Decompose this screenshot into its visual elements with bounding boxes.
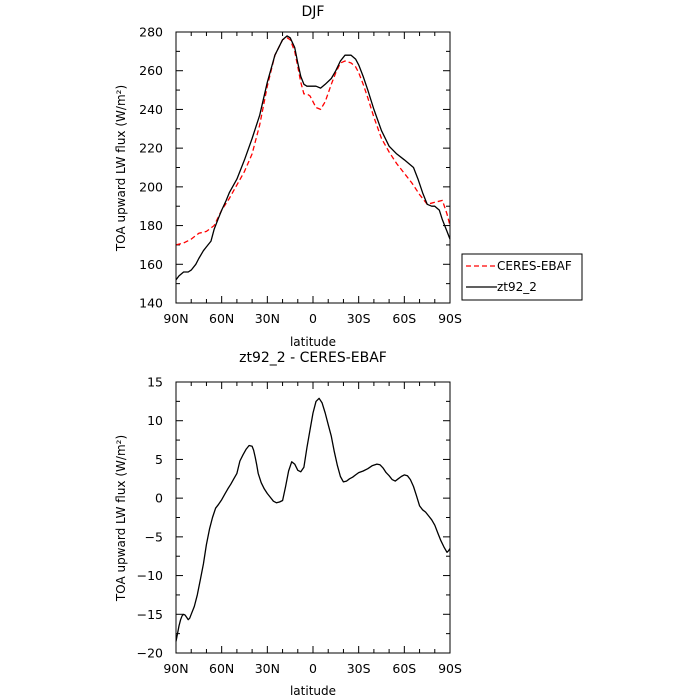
bottom-xtick-label: 90S — [438, 661, 462, 676]
bottom-xtick-label: 90N — [163, 661, 188, 676]
bottom-xtick-label: 60S — [392, 661, 416, 676]
top-series-line-1 — [175, 37, 451, 246]
top-ytick-label: 220 — [139, 141, 163, 156]
top-ytick-label: 240 — [139, 102, 163, 117]
top-xtick-label: 30N — [255, 311, 280, 326]
top-panel-xlabel: latitude — [290, 335, 336, 349]
top-ytick-label: 260 — [139, 63, 163, 78]
bottom-xtick-label: 0 — [309, 661, 317, 676]
top-xtick-label: 30S — [347, 311, 371, 326]
bottom-ytick-label: 10 — [147, 413, 163, 428]
top-ytick-label: 200 — [139, 179, 163, 194]
top-ytick-label: 180 — [139, 218, 163, 233]
bottom-xtick-label: 30N — [255, 661, 280, 676]
top-ytick-label: 160 — [139, 257, 163, 272]
top-xtick-label: 90S — [438, 311, 462, 326]
top-series-line-2 — [175, 35, 451, 281]
bottom-ytick-label: 15 — [147, 375, 163, 390]
legend-box — [461, 253, 583, 301]
bottom-panel: zt92_2 - CERES-EBAF 90N 60N 30N 0 30S 60S 90S −… — [114, 350, 462, 698]
bottom-panel-title: zt92_2 - CERES-EBAF — [239, 350, 387, 366]
legend-label-ceres: CERES-EBAF — [497, 259, 572, 273]
bottom-ytick-label: −20 — [137, 646, 163, 661]
bottom-panel-xlabel: latitude — [290, 684, 336, 698]
bottom-panel-frame — [175, 381, 451, 654]
top-xtick-label: 90N — [163, 311, 188, 326]
bottom-xtick-label: 30S — [347, 661, 371, 676]
bottom-ytick-label: −15 — [137, 607, 163, 622]
bottom-ytick-label: −10 — [137, 568, 163, 583]
bottom-ytick-label: −5 — [145, 529, 163, 544]
bottom-xtick-label: 60N — [209, 661, 234, 676]
top-xtick-label: 60N — [209, 311, 234, 326]
bottom-series-line-1 — [175, 397, 451, 642]
top-ytick-label: 280 — [139, 25, 163, 40]
top-xtick-label: 60S — [392, 311, 416, 326]
legend-label-model: zt92_2 — [497, 280, 537, 294]
top-ytick-label: 140 — [139, 296, 163, 311]
top-panel-title: DJF — [302, 4, 325, 20]
top-xtick-label: 0 — [309, 311, 317, 326]
top-panel-ylabel: TOA upward LW flux (W/m²) — [114, 85, 128, 252]
bottom-ytick-label: 5 — [155, 452, 163, 467]
bottom-panel-ylabel: TOA upward LW flux (W/m²) — [114, 435, 128, 602]
top-panel-frame — [175, 31, 451, 304]
top-panel: DJF 90N 60N 30N 0 30S 60S 90S 140 160 180 200 220 24… — [114, 4, 462, 349]
bottom-ytick-label: 0 — [155, 491, 163, 506]
legend: CERES-EBAF zt92_2 — [461, 253, 583, 301]
